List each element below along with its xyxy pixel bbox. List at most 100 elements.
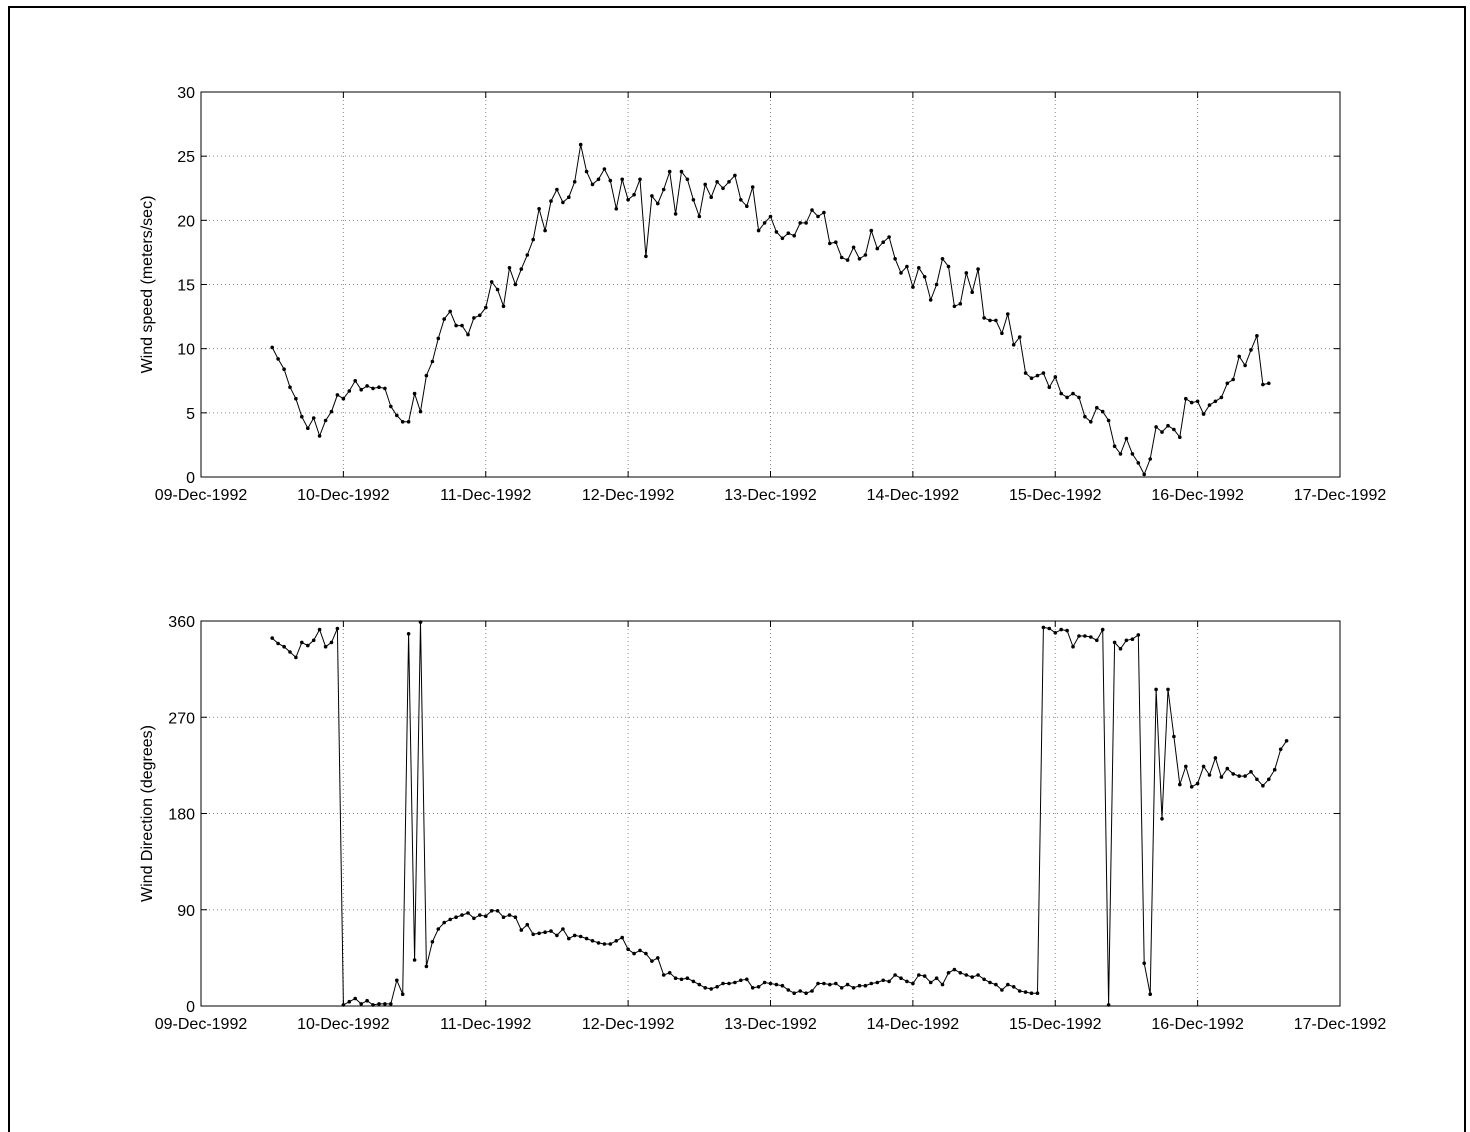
data-point — [632, 192, 636, 197]
data-point — [1083, 634, 1087, 638]
data-point — [389, 404, 393, 409]
data-point — [620, 935, 624, 940]
data-point — [1148, 457, 1152, 461]
data-point — [395, 978, 399, 983]
data-point — [786, 231, 791, 235]
data-point — [703, 182, 707, 187]
data-point — [608, 942, 613, 946]
data-point — [329, 409, 334, 414]
data-point — [489, 909, 494, 913]
data-point — [460, 913, 464, 917]
data-point — [1136, 461, 1141, 465]
data-point — [454, 915, 458, 919]
y-tick-label: 360 — [168, 614, 195, 631]
data-point — [549, 199, 553, 203]
data-point — [478, 313, 482, 318]
data-point — [531, 237, 535, 242]
data-point — [513, 282, 518, 287]
data-point — [608, 178, 613, 183]
data-point — [276, 357, 280, 361]
data-point — [323, 644, 328, 649]
data-point — [454, 323, 458, 328]
data-point — [507, 913, 512, 917]
data-point — [1077, 634, 1081, 638]
data-point — [501, 304, 506, 309]
data-point — [834, 240, 838, 244]
data-point — [934, 976, 939, 980]
data-point — [709, 195, 713, 199]
data-point — [733, 173, 737, 178]
data-point — [1154, 687, 1158, 692]
data-point — [810, 208, 814, 212]
data-point — [365, 384, 369, 388]
data-point — [335, 393, 340, 397]
data-point — [1195, 781, 1200, 786]
data-point — [1261, 783, 1265, 788]
data-point — [466, 332, 470, 337]
data-point — [685, 177, 690, 182]
data-point — [970, 290, 974, 295]
data-point — [294, 396, 298, 401]
data-point — [1213, 399, 1218, 404]
data-point — [1225, 381, 1230, 386]
data-point — [804, 221, 808, 225]
data-point — [917, 973, 921, 977]
data-point — [715, 985, 719, 989]
data-point — [436, 336, 441, 341]
data-point — [1071, 391, 1075, 396]
data-point — [353, 996, 358, 1001]
data-point — [270, 345, 275, 350]
x-tick-label: 16-Dec-1992 — [1151, 1016, 1244, 1033]
data-point — [733, 980, 737, 985]
data-point — [412, 391, 417, 396]
x-tick-label: 12-Dec-1992 — [582, 487, 675, 504]
data-point — [365, 998, 369, 1003]
data-point — [537, 931, 541, 936]
data-point — [1089, 420, 1093, 424]
data-point — [561, 927, 565, 931]
data-point — [495, 287, 500, 292]
data-point — [822, 981, 826, 986]
data-point — [1041, 625, 1046, 630]
data-point — [1213, 756, 1218, 760]
data-point — [1148, 992, 1152, 996]
data-point — [750, 986, 755, 990]
data-point — [816, 981, 820, 986]
data-point — [1000, 988, 1004, 992]
x-tick-label: 10-Dec-1992 — [297, 1016, 390, 1033]
data-point — [650, 194, 654, 198]
data-point — [371, 386, 375, 391]
data-point — [590, 182, 595, 187]
data-point — [780, 236, 785, 241]
data-point — [282, 367, 286, 372]
data-point — [786, 988, 791, 992]
data-point — [804, 991, 808, 995]
data-point — [383, 386, 387, 391]
data-point — [905, 979, 909, 984]
data-point — [1124, 638, 1129, 643]
data-point — [359, 387, 364, 392]
chart-1: 09-Dec-1992 10-Dec-1992 11-Dec-1992 12-Dec-… — [139, 85, 1386, 504]
x-tick-label: 15-Dec-1992 — [1009, 1016, 1102, 1033]
data-point — [911, 981, 915, 986]
data-point — [928, 298, 933, 302]
data-point — [1006, 982, 1010, 987]
data-point — [282, 644, 286, 649]
y-axis-label: Wind Direction (degrees) — [139, 725, 156, 902]
data-point — [893, 973, 897, 977]
data-point — [644, 254, 648, 259]
data-point — [661, 187, 666, 192]
data-point — [709, 987, 713, 991]
data-point — [822, 210, 826, 215]
data-point — [988, 318, 992, 323]
data-point — [976, 973, 980, 977]
data-point — [875, 246, 880, 251]
data-point — [905, 264, 909, 269]
data-point — [994, 982, 998, 987]
data-point — [958, 971, 963, 975]
data-point — [1112, 444, 1117, 449]
data-point — [798, 221, 802, 225]
data-point — [762, 980, 767, 985]
data-point — [412, 958, 417, 962]
data-point — [1243, 774, 1247, 778]
